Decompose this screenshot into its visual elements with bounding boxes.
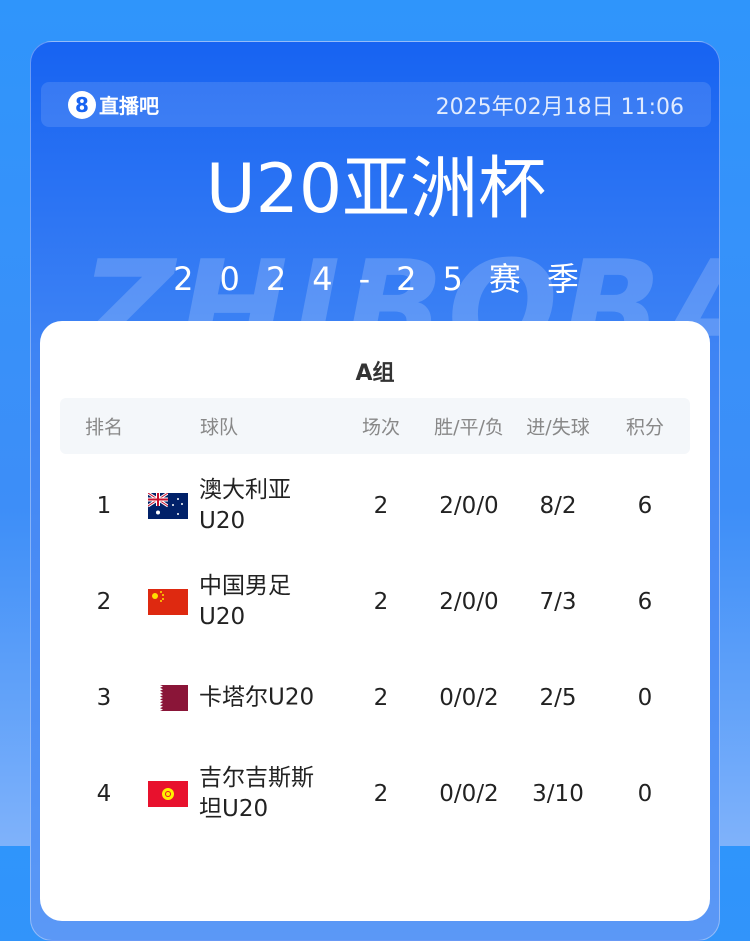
page-title: U20亚洲杯 <box>205 150 547 229</box>
team-name: 卡塔尔U20 <box>199 684 315 711</box>
rank: 1 <box>96 493 112 519</box>
team-name: 吉尔吉斯斯坦U20 <box>199 765 314 822</box>
kyrgyzstan-flag-icon <box>148 781 188 807</box>
header-bar: 8 直播吧 2025年02月18日 11:06 <box>41 82 711 127</box>
table-header: 排名 球队 场次 胜/平/负 进/失球 积分 <box>60 398 690 454</box>
played: 2 <box>373 781 389 807</box>
played: 2 <box>373 685 389 711</box>
played: 2 <box>373 493 389 519</box>
wdl: 2/0/0 <box>439 493 499 519</box>
logo-icon: 8 <box>68 90 96 119</box>
datetime: 2025年02月18日 11:06 <box>435 94 684 120</box>
wdl: 0/0/2 <box>439 781 499 807</box>
table-row: 3 卡塔尔U20 2 0/0/2 2/5 0 <box>40 650 710 746</box>
group-title: A组 <box>355 361 395 386</box>
table-row: 4 吉尔吉斯斯坦U20 2 0/0/2 3/10 0 <box>40 746 710 842</box>
wdl: 0/0/2 <box>439 685 499 711</box>
played: 2 <box>373 589 389 615</box>
rank: 4 <box>96 781 112 807</box>
logo-text: 直播吧 <box>99 94 159 118</box>
wdl: 2/0/0 <box>439 589 499 615</box>
rank: 2 <box>96 589 112 615</box>
goals: 8/2 <box>539 493 577 519</box>
team-name: 中国男足U20 <box>199 573 291 630</box>
goals: 3/10 <box>532 781 584 807</box>
col-rank: 排名 <box>84 416 124 439</box>
australia-flag-icon <box>147 491 188 519</box>
col-played: 场次 <box>361 416 401 439</box>
goals: 2/5 <box>539 685 577 711</box>
table-row: 1 澳大利亚U20 2 2/0/0 8/2 6 <box>40 458 710 554</box>
logo: 8 直播吧 <box>68 90 159 119</box>
points: 0 <box>637 781 653 807</box>
points: 6 <box>637 493 653 519</box>
col-goals: 进/失球 <box>526 416 590 439</box>
col-points: 积分 <box>625 416 665 439</box>
goals: 7/3 <box>539 589 577 615</box>
standings-panel: A组 排名 球队 场次 胜/平/负 进/失球 积分 1 澳大利亚U20 2 2/… <box>40 321 710 921</box>
table-row: 2 中国男足U20 2 2/0/0 7/3 6 <box>40 554 710 650</box>
season-label: 2024-25赛季 <box>173 260 605 298</box>
col-team: 球队 <box>199 416 239 439</box>
china-flag-icon <box>148 589 188 615</box>
points: 6 <box>637 589 653 615</box>
col-wdl: 胜/平/负 <box>434 416 504 439</box>
qatar-flag-icon <box>148 685 188 711</box>
team-name: 澳大利亚U20 <box>199 477 291 534</box>
rank: 3 <box>96 685 112 711</box>
points: 0 <box>637 685 653 711</box>
